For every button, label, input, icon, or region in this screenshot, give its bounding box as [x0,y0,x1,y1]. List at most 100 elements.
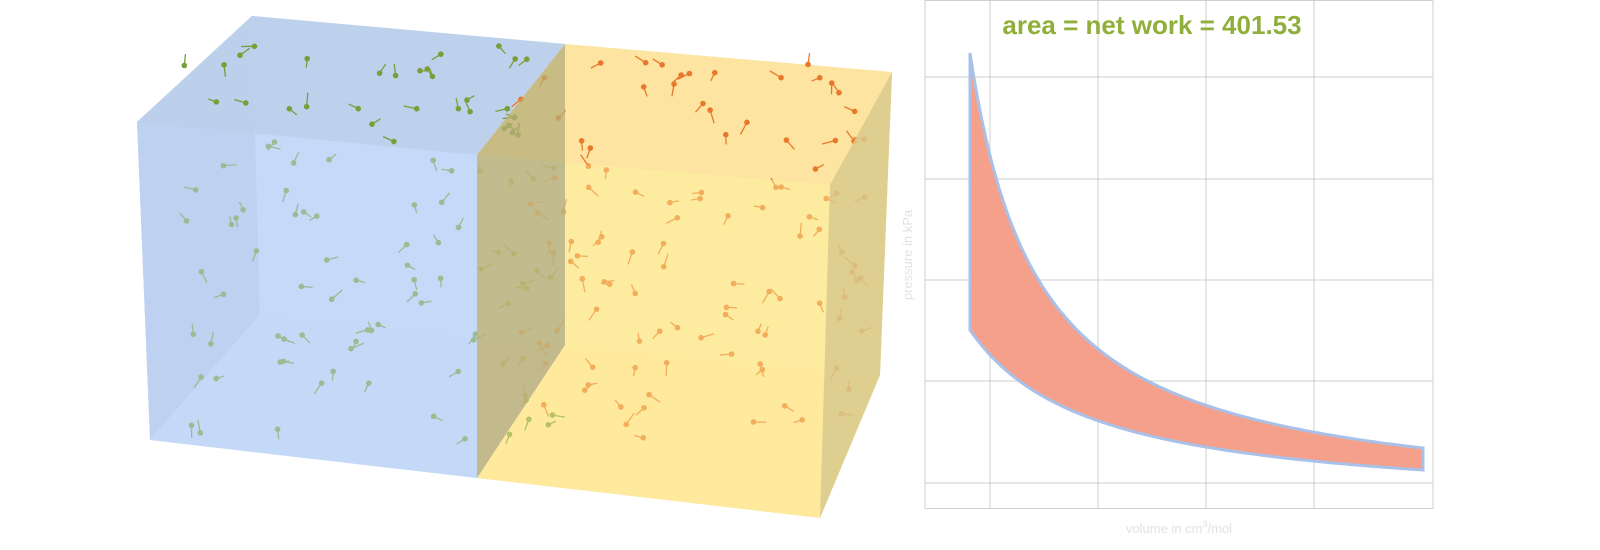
particle [237,52,243,59]
x-label-sup: 3 [1203,519,1208,529]
particle [412,291,419,297]
particle [541,401,547,408]
particle [299,332,305,338]
yellow-bottom-face [477,345,880,518]
particle [603,167,610,173]
particle [632,290,639,297]
particle [640,434,647,441]
particle [579,275,586,282]
particle [750,419,757,425]
particle [823,195,830,202]
particle [213,375,220,382]
particle [348,345,354,352]
particle [353,277,359,284]
particle [697,195,703,202]
particle [816,226,823,233]
particle [512,56,518,62]
particle [328,296,335,303]
particle [448,167,455,174]
particle [391,138,397,145]
particle [506,431,513,438]
particle [286,105,293,112]
right-wall [820,72,892,518]
particle [660,263,667,270]
particle [455,105,462,112]
particle [496,43,502,49]
particle [404,262,411,269]
particle [369,121,375,127]
particle [582,387,588,393]
particle [836,89,842,96]
particle [725,213,731,219]
blue-front-face [137,122,477,478]
particle [778,184,785,190]
plot-title: area = net work = 401.53 [1002,10,1301,40]
particle [828,80,835,86]
x-label-unit: /mol [1208,521,1233,536]
yellow-top-face [477,44,892,185]
particle [413,105,420,112]
particle [663,359,670,366]
particle [242,100,249,106]
particle [816,300,823,306]
particle [364,327,371,333]
particle [549,412,556,418]
particle [722,311,729,318]
particle [606,281,613,288]
particle [723,304,730,311]
particle [722,131,729,138]
particle [181,62,188,69]
particle [220,291,227,298]
particle [797,233,803,239]
particle [632,364,638,371]
particle [213,99,220,105]
x-axis-label: volume in cm3/mol [1126,519,1232,536]
particle [233,215,239,221]
particle [424,66,431,72]
particle [711,69,718,76]
particle [253,248,260,254]
particle [744,119,750,126]
particle [816,74,823,81]
particle [330,368,337,375]
particle [578,138,585,144]
particle [197,430,204,436]
particle [623,421,629,428]
particle [208,341,214,347]
particle [188,422,195,428]
particle [326,156,332,163]
particle [274,426,281,432]
particle [642,59,649,66]
particle [300,209,307,215]
particle [597,60,604,66]
particle [629,249,636,255]
particle [589,364,596,370]
particle [545,421,552,428]
particle [759,366,766,373]
particle [275,333,281,339]
particle [762,332,768,338]
pv-plot: area = net work = 401.53 pressure in kPa… [900,0,1434,536]
particle [281,336,287,342]
particle [777,295,783,302]
particle [353,338,359,345]
particle [251,43,258,50]
particle [783,137,790,143]
piston-wall [477,44,565,478]
particle [806,213,813,220]
particle [220,162,227,169]
particle [283,187,290,194]
particle [585,382,591,388]
particle [526,416,532,423]
particle [781,403,788,409]
particle [755,328,761,335]
particle [851,108,858,115]
x-label-text: volume in cm [1126,521,1203,536]
particle [438,51,444,57]
particle [313,213,320,219]
particle [707,107,713,113]
particle [365,380,372,386]
particle [585,163,592,170]
